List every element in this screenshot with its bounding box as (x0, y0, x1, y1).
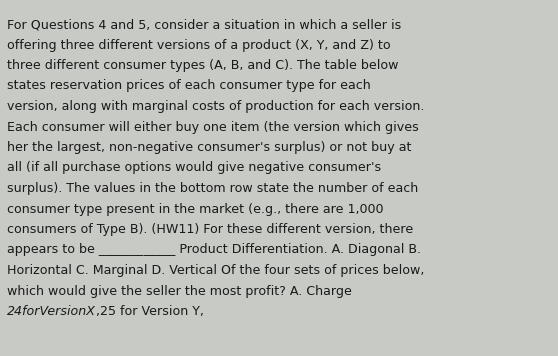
Text: all (if all purchase options would give negative consumer's: all (if all purchase options would give … (7, 162, 381, 174)
Text: states reservation prices of each consumer type for each: states reservation prices of each consum… (7, 79, 371, 93)
Text: For Questions 4 and 5, consider a situation in which a seller is: For Questions 4 and 5, consider a situat… (7, 18, 401, 31)
Text: consumers of Type B). (HW11) For these different version, there: consumers of Type B). (HW11) For these d… (7, 223, 413, 236)
Text: her the largest, non-negative consumer's surplus) or not buy at: her the largest, non-negative consumer's… (7, 141, 411, 154)
Text: consumer type present in the market (e.g., there are 1,000: consumer type present in the market (e.g… (7, 203, 383, 215)
Text: Each consumer will either buy one item (the version which gives: Each consumer will either buy one item (… (7, 120, 418, 134)
Text: three different consumer types (A, B, and C). The table below: three different consumer types (A, B, an… (7, 59, 398, 72)
Text: Horizontal C. Marginal D. Vertical Of the four sets of prices below,: Horizontal C. Marginal D. Vertical Of th… (7, 264, 425, 277)
Text: appears to be ____________ Product Differentiation. A. Diagonal B.: appears to be ____________ Product Diffe… (7, 244, 421, 257)
Text: offering three different versions of a product (X, Y, and Z) to: offering three different versions of a p… (7, 38, 391, 52)
Text: version, along with marginal costs of production for each version.: version, along with marginal costs of pr… (7, 100, 425, 113)
Text: surplus). The values in the bottom row state the number of each: surplus). The values in the bottom row s… (7, 182, 418, 195)
Text: which would give the seller the most profit? A. Charge: which would give the seller the most pro… (7, 284, 352, 298)
Text: 24forVersionX: 24forVersionX (7, 305, 96, 318)
Text: ,25 for Version Y,: ,25 for Version Y, (96, 305, 204, 318)
